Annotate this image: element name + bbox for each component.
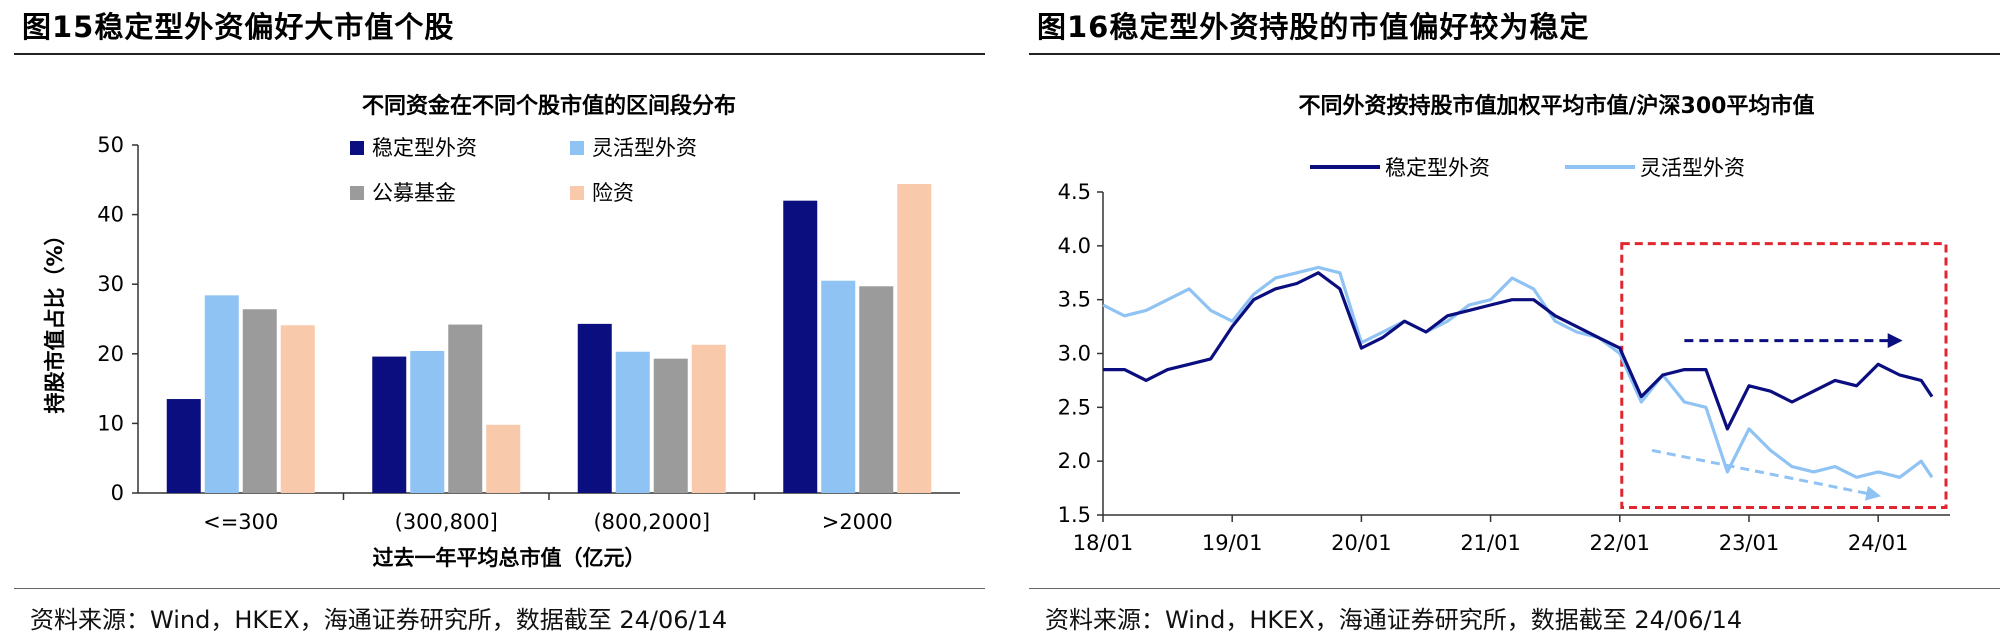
left-panel: 图15稳定型外资偏好大市值个股 不同资金在不同个股市值的区间段分布 0 10 20 30…	[0, 0, 985, 642]
legend-swatch	[350, 141, 364, 155]
bar	[691, 344, 726, 493]
series-line-stable	[1103, 271, 1934, 431]
x-tick-label: >2000	[822, 510, 893, 534]
bar	[372, 356, 407, 493]
figure-title: 图15稳定型外资偏好大市值个股	[22, 10, 455, 44]
chart-title: 不同资金在不同个股市值的区间段分布	[362, 93, 736, 119]
y-tick-label: 0	[111, 481, 124, 505]
title-divider	[14, 53, 985, 55]
y-tick-label: 30	[97, 272, 124, 296]
x-tick-label: 24/01	[1848, 531, 1909, 555]
source-note: 资料来源：Wind，HKEX，海通证券研究所，数据截至 24/06/14	[30, 606, 728, 634]
legend-label: 灵活型外资	[592, 136, 697, 160]
chart-title: 不同外资按持股市值加权平均市值/沪深300平均市值	[1299, 93, 1815, 119]
x-tick-label: 20/01	[1331, 531, 1392, 555]
x-tick-label: 18/01	[1073, 531, 1134, 555]
y-tick-label: 10	[97, 411, 124, 435]
bar	[410, 351, 445, 493]
x-tick-label: 22/01	[1590, 531, 1651, 555]
y-tick-label: 3.5	[1058, 288, 1091, 312]
bar	[653, 358, 688, 493]
legend-label: 灵活型外资	[1640, 156, 1745, 180]
bar	[242, 309, 277, 493]
bar	[783, 200, 818, 493]
y-tick-label: 1.5	[1058, 503, 1091, 527]
bar	[486, 424, 521, 493]
legend-swatch	[570, 186, 584, 200]
bar	[280, 325, 315, 493]
source-note: 资料来源：Wind，HKEX，海通证券研究所，数据截至 24/06/14	[1045, 606, 1743, 634]
x-tick-label: 19/01	[1202, 531, 1263, 555]
source-divider	[14, 588, 985, 589]
title-divider	[1029, 53, 2000, 55]
y-axis-title: 持股市值占比（%）	[43, 224, 67, 413]
legend-label: 稳定型外资	[1385, 156, 1490, 180]
x-tick-label: <=300	[203, 510, 278, 534]
highlight-box	[1620, 242, 1948, 509]
trend-arrow-flexible	[1651, 448, 1882, 501]
line-chart: 不同外资按持股市值加权平均市值/沪深300平均市值 1.5 2.0 2.5 3.0 3.5…	[1058, 93, 1950, 555]
bar	[859, 286, 894, 493]
x-tick-label: 23/01	[1719, 531, 1780, 555]
bar	[897, 183, 932, 493]
y-tick-label: 50	[97, 133, 124, 157]
legend-swatch	[570, 141, 584, 155]
figure-title: 图16稳定型外资持股的市值偏好较为稳定	[1037, 10, 1590, 44]
bar	[166, 399, 201, 493]
legend-label: 公募基金	[372, 181, 456, 205]
source-divider	[1029, 588, 2000, 589]
right-panel: 图16稳定型外资持股的市值偏好较为稳定 不同外资按持股市值加权平均市值/沪深30…	[1015, 0, 2000, 642]
y-tick-label: 4.0	[1058, 234, 1091, 258]
x-axis-title: 过去一年平均总市值（亿元）	[373, 546, 646, 570]
x-tick-label: 21/01	[1460, 531, 1521, 555]
x-tick-label: (300,800]	[395, 510, 498, 534]
y-tick-label: 20	[97, 342, 124, 366]
y-tick-label: 3.0	[1058, 342, 1091, 366]
bar	[448, 324, 483, 493]
bar	[821, 280, 856, 493]
y-tick-label: 2.5	[1058, 395, 1091, 419]
legend-swatch	[350, 186, 364, 200]
y-tick-label: 4.5	[1058, 180, 1091, 204]
bar	[615, 351, 650, 493]
legend-label: 稳定型外资	[372, 136, 477, 160]
series-line-flexible	[1102, 265, 1934, 479]
legend-label: 险资	[592, 181, 634, 205]
y-tick-label: 2.0	[1058, 449, 1091, 473]
bar	[577, 323, 612, 493]
y-tick-label: 40	[97, 203, 124, 227]
bar-chart: 不同资金在不同个股市值的区间段分布 0 10 20 30 40 50 <=300 (300,80…	[43, 93, 960, 570]
bar	[204, 295, 239, 493]
x-tick-label: (800,2000]	[593, 510, 710, 534]
